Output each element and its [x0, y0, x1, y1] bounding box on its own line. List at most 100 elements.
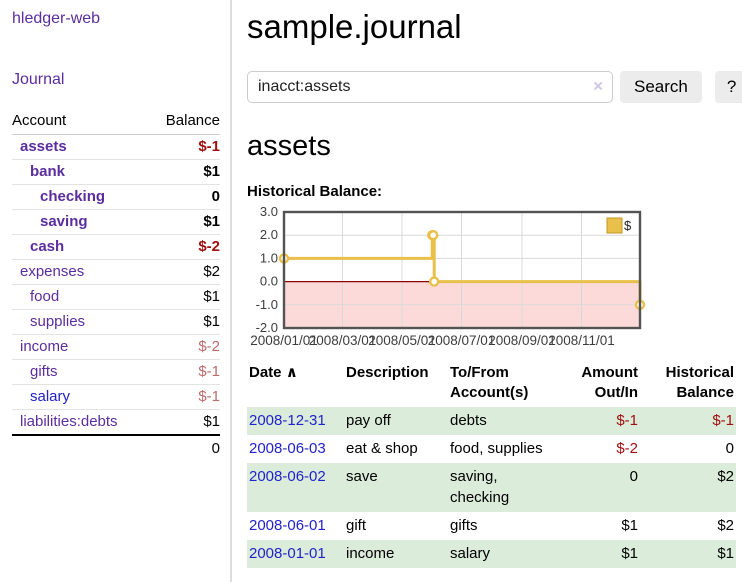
transaction-amount: $-1 [616, 412, 638, 429]
account-cell: cash [12, 234, 150, 260]
register-row: 2008-01-01 income salary $1 $1 [247, 540, 736, 568]
register-header-row: Date ∧ Description To/From Account(s) Am… [247, 361, 736, 407]
account-row: income $-2 [12, 334, 220, 360]
account-cell: salary [12, 384, 150, 410]
main-content: sample.journal × Search ? assets Histori… [232, 0, 742, 582]
account-cell: income [12, 334, 150, 360]
register-header-amount: Amount Out/In [581, 364, 638, 401]
y-axis-tick-label: -2.0 [256, 320, 278, 335]
transaction-description: save [346, 468, 378, 485]
account-row: liabilities:debts $1 [12, 409, 220, 436]
transaction-date-link[interactable]: 2008-12-31 [249, 412, 326, 429]
account-row: food $1 [12, 284, 220, 310]
account-row: expenses $2 [12, 259, 220, 285]
account-balance: 0 [149, 184, 220, 210]
search-input[interactable] [247, 71, 613, 103]
sidebar-account-link[interactable]: supplies [30, 313, 86, 330]
transaction-date-link[interactable]: 2008-01-01 [249, 545, 326, 562]
sidebar-account-link[interactable]: food [30, 288, 60, 305]
sidebar-account-link[interactable]: gifts [30, 363, 58, 380]
sidebar-item-journal[interactable]: Journal [12, 71, 65, 88]
accounts-header-account: Account [12, 109, 150, 135]
sidebar: hledger-web Journal Account Balance asse… [0, 0, 232, 582]
search-button[interactable]: Search [620, 71, 702, 103]
account-row: supplies $1 [12, 309, 220, 335]
transaction-accounts: debts [450, 412, 487, 429]
legend-swatch [606, 217, 623, 234]
register-header-description: Description [346, 364, 429, 381]
transaction-accounts: food, supplies [450, 440, 543, 457]
transaction-date-link[interactable]: 2008-06-02 [249, 468, 326, 485]
account-cell: assets [12, 134, 150, 160]
transaction-description: gift [346, 517, 367, 534]
data-point-marker [428, 230, 439, 241]
sidebar-account-link[interactable]: bank [30, 163, 66, 180]
account-row: saving $1 [12, 209, 220, 235]
transaction-date-cell: 2008-06-02 [247, 463, 344, 512]
sidebar-account-link[interactable]: cash [30, 238, 65, 255]
account-cell: liabilities:debts [12, 409, 150, 436]
account-balance: $2 [149, 259, 220, 285]
register-header-accounts: To/From Account(s) [450, 364, 529, 401]
accounts-total-row: 0 [12, 434, 220, 462]
y-axis-tick-label: 3.0 [260, 207, 278, 219]
account-row: salary $-1 [12, 384, 220, 410]
register-table-body: 2008-12-31 pay off debts $-1 $-1 2008-06-03 ea… [247, 407, 736, 568]
sidebar-account-link[interactable]: income [20, 338, 69, 355]
account-balance: $1 [149, 409, 220, 436]
account-balance: $1 [149, 159, 220, 185]
sidebar-nav: Journal [12, 71, 220, 89]
transaction-date-link[interactable]: 2008-06-01 [249, 517, 326, 534]
clear-search-icon[interactable]: × [593, 76, 603, 96]
sidebar-account-link[interactable]: saving [40, 213, 88, 230]
help-button[interactable]: ? [714, 71, 742, 103]
register-table: Date ∧ Description To/From Account(s) Am… [247, 361, 736, 568]
account-balance: $-2 [149, 334, 220, 360]
transaction-balance: 0 [725, 440, 734, 457]
transaction-accounts: saving, checking [450, 468, 510, 506]
sidebar-account-link[interactable]: expenses [20, 263, 85, 280]
sidebar-account-link[interactable]: checking [40, 188, 106, 205]
x-axis-tick-label: 2008/07/01 [428, 333, 496, 348]
balance-chart: 3.0 2.0 1.0 0.0 -1.0 -2.02008/01/012008/03/01… [250, 207, 646, 348]
y-axis-tick-label: 2.0 [260, 227, 278, 242]
accounts-total-balance: 0 [149, 434, 220, 462]
x-axis-tick-label: 2008/03/01 [309, 333, 377, 348]
sidebar-account-link[interactable]: salary [30, 388, 71, 405]
sidebar-account-link[interactable]: assets [20, 138, 67, 155]
transaction-amount: $-2 [616, 440, 638, 457]
search-form: × Search ? [247, 71, 742, 103]
transaction-date-cell: 2008-01-01 [247, 540, 344, 568]
sidebar-account-link[interactable]: liabilities:debts [20, 413, 118, 430]
transaction-balance: $-1 [712, 412, 734, 429]
account-row: checking 0 [12, 184, 220, 210]
transaction-amount: $1 [621, 545, 638, 562]
legend-label: $ [624, 218, 632, 233]
transaction-date-cell: 2008-06-03 [247, 435, 344, 463]
transaction-balance: $2 [717, 468, 734, 485]
account-balance: $-1 [149, 359, 220, 385]
accounts-header-row: Account Balance [12, 109, 220, 135]
account-row: gifts $-1 [12, 359, 220, 385]
account-heading: assets [247, 130, 331, 162]
app-title-link[interactable]: hledger-web [12, 10, 101, 27]
account-row: cash $-2 [12, 234, 220, 260]
transaction-date-cell: 2008-12-31 [247, 407, 344, 435]
account-cell: bank [12, 159, 150, 185]
transaction-date-link[interactable]: 2008-06-03 [249, 440, 326, 457]
register-header-date[interactable]: Date ∧ [247, 361, 344, 407]
register-row: 2008-06-02 save saving, checking 0 $2 [247, 463, 736, 512]
account-balance: $1 [149, 309, 220, 335]
account-cell: gifts [12, 359, 150, 385]
account-balance: $-1 [149, 384, 220, 410]
account-balance: $1 [149, 284, 220, 310]
register-row: 2008-06-03 eat & shop food, supplies $-2 0 [247, 435, 736, 463]
sort-asc-icon: ∧ [285, 364, 298, 381]
y-axis-tick-label: 0.0 [260, 274, 278, 289]
accounts-table-body: assets $-1 bank $1 checking 0 saving $1 cash $-2 e… [12, 134, 220, 436]
data-point-marker [429, 276, 440, 287]
account-cell: checking [12, 184, 150, 210]
accounts-header-balance: Balance [149, 109, 220, 135]
transaction-balance: $2 [717, 517, 734, 534]
